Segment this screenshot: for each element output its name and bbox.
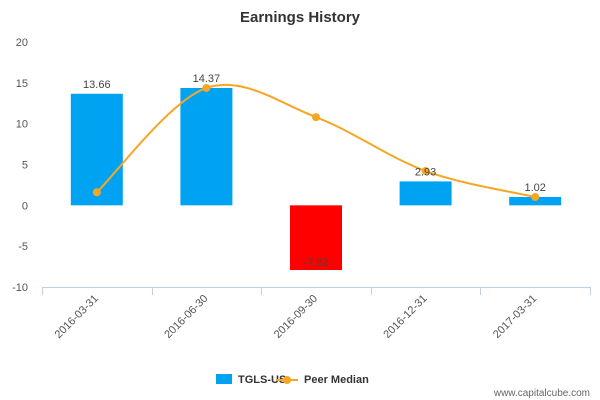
x-tick-label: 2016-03-31 [53, 293, 101, 341]
peer-median-line-group [92, 83, 540, 202]
data-labels: 13.66 14.37 -7.92 2.93 1.02 [83, 73, 546, 269]
peer-median-point [531, 193, 540, 202]
peer-median-point [92, 188, 101, 197]
y-tick-label: -5 [18, 241, 28, 253]
bars [70, 87, 562, 271]
bar [290, 205, 342, 271]
bar-value-label: 14.37 [193, 73, 221, 85]
bar [509, 197, 562, 206]
legend-label-peer-median: Peer Median [304, 374, 369, 386]
y-tick-label: 20 [16, 37, 28, 49]
y-tick-label: 5 [22, 160, 28, 172]
legend-swatch-tgls-us [216, 374, 232, 384]
peer-median-point [202, 83, 211, 92]
bar [399, 181, 452, 206]
legend-label-tgls-us: TGLS-US [238, 374, 286, 386]
watermark: www.capitalcube.com [493, 388, 590, 399]
bar-value-label: -7.92 [303, 257, 328, 269]
y-tick-label: 15 [16, 78, 28, 90]
y-tick-label: 10 [16, 119, 28, 131]
x-tick-label: 2016-06-30 [162, 293, 210, 341]
x-tick-label: 2017-03-31 [491, 293, 539, 341]
bar-value-label: 1.02 [524, 182, 545, 194]
legend: TGLS-US Peer Median [216, 374, 369, 386]
x-tick-label: 2016-12-31 [381, 293, 429, 341]
y-tick-label: -10 [12, 282, 28, 294]
peer-median-line [96, 83, 536, 198]
x-tick-label: 2016-09-30 [272, 293, 320, 341]
legend-marker-peer-median [283, 376, 291, 384]
peer-median-point [312, 113, 320, 122]
peer-median-point [421, 167, 430, 176]
bar [180, 87, 233, 206]
bar-value-label: 13.66 [83, 79, 111, 91]
y-tick-label: 0 [22, 200, 28, 212]
bar-value-label: 2.93 [415, 166, 436, 178]
bar [70, 93, 123, 206]
chart-title: Earnings History [240, 9, 361, 26]
